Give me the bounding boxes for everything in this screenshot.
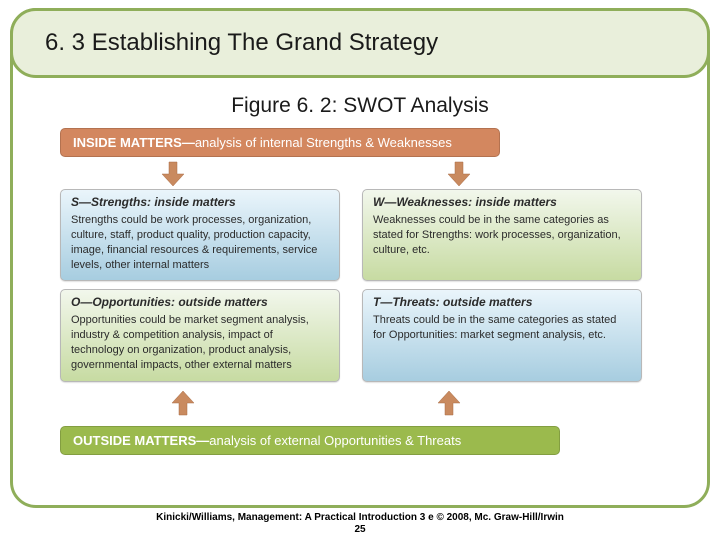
card-opportunities: O—Opportunities: outside matters Opportu… [60,289,340,381]
figure-caption: Figure 6. 2: SWOT Analysis [0,94,720,118]
card-weaknesses: W—Weaknesses: inside matters Weaknesses … [362,189,642,281]
inside-banner-bold: INSIDE MATTERS— [73,135,195,150]
card-opportunities-body: Opportunities could be market segment an… [61,311,339,380]
card-strengths-body: Strengths could be work processes, organ… [61,211,339,280]
footer-citation: Kinicki/Williams, Management: A Practica… [0,512,720,524]
arrow-down-icon [446,161,472,187]
card-threats: T—Threats: outside matters Threats could… [362,289,642,381]
footer-page-number: 25 [0,524,720,536]
arrow-up-icon [170,390,196,416]
inside-banner: INSIDE MATTERS—analysis of internal Stre… [60,128,500,157]
inside-banner-rest: analysis of internal Strengths & Weaknes… [195,135,452,150]
swot-diagram: INSIDE MATTERS—analysis of internal Stre… [60,128,660,455]
arrows-down-row [60,161,660,187]
card-weaknesses-body: Weaknesses could be in the same categori… [363,211,641,266]
card-strengths: S—Strengths: inside matters Strengths co… [60,189,340,281]
outside-banner-bold: OUTSIDE MATTERS— [73,433,209,448]
card-threats-head: T—Threats: outside matters [363,290,641,311]
arrow-up-icon [436,390,462,416]
card-opportunities-head: O—Opportunities: outside matters [61,290,339,311]
arrow-down-icon [160,161,186,187]
slide-title: 6. 3 Establishing The Grand Strategy [45,29,438,57]
card-strengths-head: S—Strengths: inside matters [61,190,339,211]
arrows-up-row [60,390,660,416]
card-row-top: S—Strengths: inside matters Strengths co… [60,189,660,281]
title-bar: 6. 3 Establishing The Grand Strategy [10,8,710,78]
card-threats-body: Threats could be in the same categories … [363,311,641,351]
card-weaknesses-head: W—Weaknesses: inside matters [363,190,641,211]
footer: Kinicki/Williams, Management: A Practica… [0,512,720,536]
outside-banner-rest: analysis of external Opportunities & Thr… [209,433,461,448]
outside-banner: OUTSIDE MATTERS—analysis of external Opp… [60,426,560,455]
card-row-bottom: O—Opportunities: outside matters Opportu… [60,289,660,381]
